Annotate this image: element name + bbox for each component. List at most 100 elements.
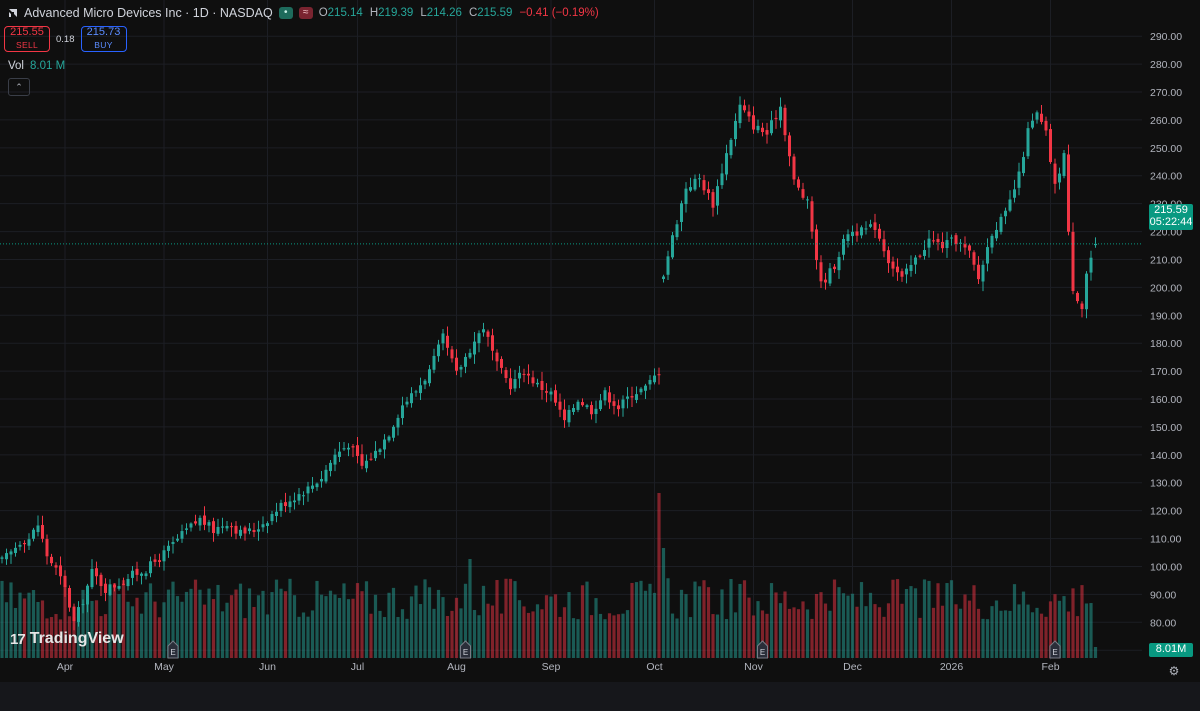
- candle-body: [347, 447, 350, 450]
- volume-bar: [814, 594, 819, 658]
- x-tick-label: Sep: [542, 661, 561, 673]
- earnings-marker-icon[interactable]: E: [460, 640, 471, 659]
- candle-body: [932, 240, 935, 242]
- candle-body: [257, 529, 260, 532]
- volume-bar: [742, 580, 747, 658]
- y-tick-label: 160.00: [1150, 394, 1182, 406]
- volume-bar: [540, 609, 544, 658]
- volume-bar: [954, 604, 958, 658]
- candle-body: [392, 426, 395, 438]
- candle-body: [945, 240, 949, 249]
- earnings-marker-shape: [1049, 640, 1061, 659]
- candle-body: [216, 526, 220, 534]
- market-open-icon[interactable]: •: [278, 7, 293, 19]
- volume-bar: [765, 613, 769, 658]
- y-tick-label: 130.00: [1150, 478, 1182, 490]
- volume-bar: [315, 580, 319, 658]
- volume-bar: [1008, 610, 1012, 658]
- volume-bar: [819, 592, 823, 658]
- settings-gear-icon[interactable]: ⚙: [1168, 664, 1180, 678]
- earnings-marker-icon[interactable]: E: [1049, 640, 1061, 659]
- volume-bar: [337, 597, 342, 658]
- buy-button[interactable]: 215.73 BUY: [80, 26, 127, 52]
- earnings-marker-letter: E: [463, 648, 468, 657]
- volume-bar: [724, 619, 729, 658]
- candle-body: [905, 268, 908, 275]
- volume-bar: [688, 617, 693, 658]
- spread-value: 0.18: [56, 33, 75, 45]
- current-volume-tag: 8.01M: [1149, 643, 1193, 657]
- candle-body: [1071, 231, 1075, 292]
- volume-bar: [657, 493, 661, 658]
- earnings-marker-shape: [757, 640, 768, 659]
- volume-bar: [594, 598, 598, 658]
- candle-body: [342, 448, 346, 450]
- volume-bar: [76, 613, 81, 658]
- volume-bar: [702, 580, 706, 658]
- volume-bar: [949, 580, 954, 658]
- y-tick-label: 100.00: [1150, 561, 1182, 573]
- candle-body: [558, 401, 562, 410]
- candle-body: [324, 469, 328, 482]
- x-tick-label: Oct: [646, 661, 662, 673]
- volume-bar: [936, 583, 940, 658]
- volume-bar: [517, 600, 522, 658]
- candle-body: [189, 523, 193, 528]
- candle-body: [284, 502, 287, 507]
- volume-legend[interactable]: Vol 8.01 M: [8, 60, 65, 72]
- earnings-marker-icon[interactable]: E: [167, 640, 179, 659]
- candle-body: [671, 235, 674, 258]
- candle-body: [261, 524, 265, 528]
- volume-bar: [922, 579, 927, 658]
- candle-body: [770, 120, 773, 134]
- sell-button[interactable]: 215.55 SELL: [4, 26, 50, 52]
- volume-bar: [409, 596, 414, 658]
- symbol-title[interactable]: Advanced Micro Devices Inc · 1D · NASDAQ: [24, 6, 273, 20]
- volume-bar: [9, 582, 13, 658]
- volume-bar: [985, 619, 990, 658]
- volume-bar: [148, 583, 153, 658]
- volume-bar: [459, 608, 463, 658]
- volume-bar: [108, 589, 112, 658]
- volume-bar: [1003, 610, 1008, 658]
- candle-body: [860, 227, 863, 236]
- candle-body: [869, 224, 872, 227]
- volume-bar: [67, 616, 72, 658]
- candle-body: [509, 378, 512, 390]
- volume-bar: [1071, 588, 1075, 658]
- candle-body: [689, 187, 692, 191]
- high-value: 219.39: [378, 7, 414, 19]
- candle-body: [1053, 163, 1057, 184]
- candle-body: [396, 417, 400, 428]
- volume-bar: [229, 595, 234, 658]
- candle-body: [383, 439, 386, 450]
- volume-bar: [873, 604, 877, 658]
- candle-body: [936, 238, 940, 243]
- candle-body: [743, 105, 746, 111]
- chevron-up-icon[interactable]: ⌃: [8, 78, 30, 96]
- volume-bar: [1044, 616, 1048, 658]
- candle-body: [270, 514, 274, 522]
- volume-bar: [877, 607, 882, 658]
- earnings-marker-icon[interactable]: E: [757, 640, 768, 659]
- volume-bar: [697, 586, 702, 658]
- y-tick-label: 170.00: [1150, 366, 1182, 378]
- candle-body: [518, 372, 521, 379]
- volume-bar: [945, 583, 949, 658]
- candle-body: [455, 357, 458, 371]
- volume-bar: [648, 583, 652, 658]
- tradingview-logo[interactable]: 17 TradingView: [10, 630, 124, 648]
- time-scale-bar[interactable]: [0, 682, 1200, 711]
- volume-bar: [139, 613, 144, 658]
- sell-label: SELL: [16, 40, 38, 50]
- volume-bar: [270, 592, 274, 658]
- volume-bar: [265, 614, 270, 658]
- candle-body: [1022, 157, 1025, 174]
- candles: [0, 96, 1097, 631]
- data-delay-icon[interactable]: ≈: [298, 7, 313, 19]
- volume-bar: [549, 596, 553, 658]
- y-tick-label: 110.00: [1150, 534, 1181, 546]
- candle-body: [482, 329, 485, 333]
- candle-body: [599, 400, 602, 410]
